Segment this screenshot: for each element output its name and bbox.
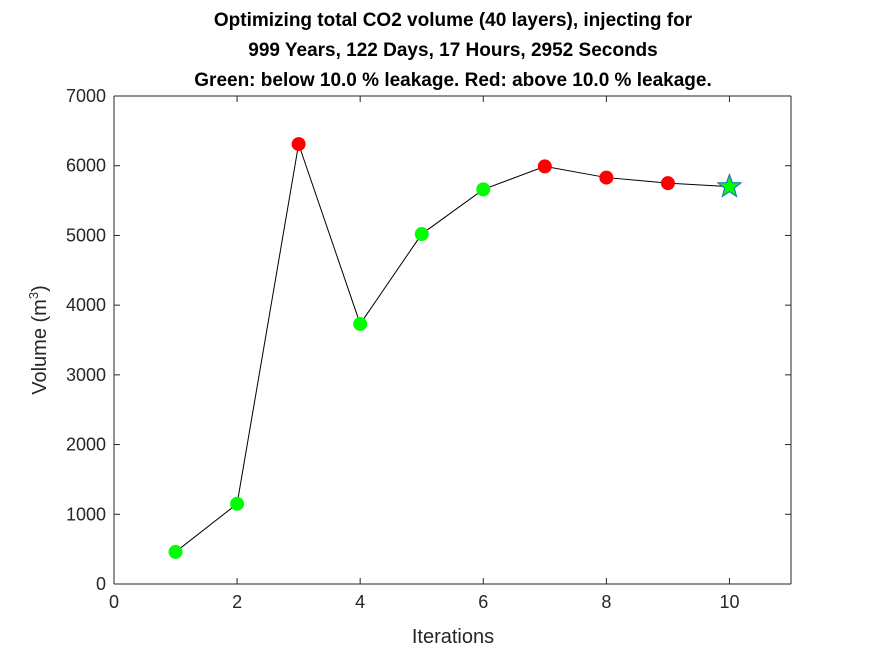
x-tick-label: 6 — [478, 592, 488, 612]
y-tick-label: 6000 — [66, 156, 106, 176]
chart-title-line-1: Optimizing total CO2 volume (40 layers),… — [214, 10, 693, 31]
y-axis-label: Volume (m3) — [26, 285, 51, 395]
ticks-layer: 0 2 4 6 8 10 0 1000 2000 3000 4000 5000 6000 7000 — [66, 86, 791, 612]
data-point-4 — [353, 316, 368, 331]
y-axis-label-suffix: ) — [29, 285, 51, 292]
x-tick-label: 8 — [601, 592, 611, 612]
series-layer — [168, 137, 743, 559]
y-tick-label: 3000 — [66, 365, 106, 385]
data-point-7 — [537, 159, 552, 174]
y-axis-label-main: Volume (m — [29, 299, 51, 395]
x-tick-label: 2 — [232, 592, 242, 612]
data-point-2 — [230, 496, 245, 511]
chart-title-line-2: 999 Years, 122 Days, 17 Hours, 2952 Seco… — [248, 40, 657, 61]
y-tick-label: 1000 — [66, 504, 106, 524]
data-point-5 — [414, 227, 429, 242]
y-tick-label: 7000 — [66, 86, 106, 106]
data-point-9 — [660, 176, 675, 191]
y-tick-label: 4000 — [66, 295, 106, 315]
x-tick-label: 10 — [719, 592, 739, 612]
data-point-1 — [168, 544, 183, 559]
y-axis-label-superscript: 3 — [26, 292, 41, 299]
data-point-3 — [291, 137, 306, 152]
x-tick-label: 0 — [109, 592, 119, 612]
plot-area — [114, 96, 791, 584]
y-tick-label: 5000 — [66, 225, 106, 245]
series-line — [175, 143, 730, 553]
x-axis-label: Iterations — [412, 626, 494, 648]
y-tick-label: 0 — [96, 574, 106, 594]
data-point-best-star — [716, 172, 743, 198]
data-point-8 — [599, 170, 614, 185]
x-tick-label: 4 — [355, 592, 365, 612]
axes-layer — [113, 95, 792, 585]
y-tick-label: 2000 — [66, 435, 106, 455]
data-point-6 — [476, 182, 491, 197]
chart-title-line-3: Green: below 10.0 % leakage. Red: above … — [194, 70, 711, 91]
